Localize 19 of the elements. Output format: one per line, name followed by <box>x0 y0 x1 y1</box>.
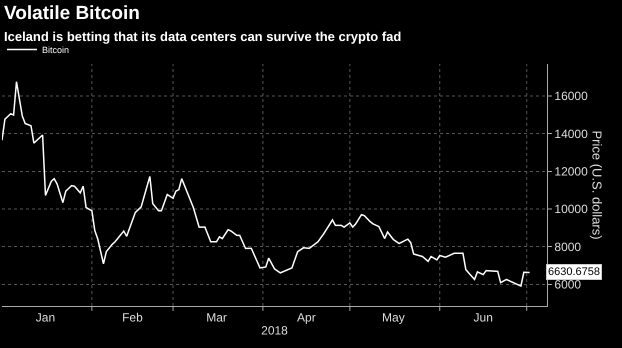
y-tick-label: 6000 <box>554 278 582 292</box>
y-tick-label: 14000 <box>554 126 588 141</box>
chart-subtitle: Iceland is betting that its data centers can survive the crypto fad <box>4 29 402 44</box>
y-tick-label: 12000 <box>554 164 588 179</box>
y-tick-label: 8000 <box>554 240 582 254</box>
y-tick-label: 16000 <box>554 89 588 104</box>
chart-title: Volatile Bitcoin <box>4 3 140 24</box>
x-tick-label: Jan <box>36 310 56 324</box>
x-tick-label: Mar <box>206 310 227 324</box>
x-tick-label: May <box>382 310 405 324</box>
y-axis-title: Price (U.S. dollars) <box>590 130 604 240</box>
legend-label: Bitcoin <box>42 45 70 56</box>
x-tick-label: Apr <box>297 310 316 324</box>
x-tick-label: Feb <box>122 310 144 324</box>
annotation: 6630.6758 <box>548 266 600 278</box>
x-axis-title: 2018 <box>261 323 288 338</box>
line-series <box>2 80 530 287</box>
y-tick-label: 10000 <box>554 202 588 216</box>
x-tick-label: Jun <box>474 310 493 324</box>
